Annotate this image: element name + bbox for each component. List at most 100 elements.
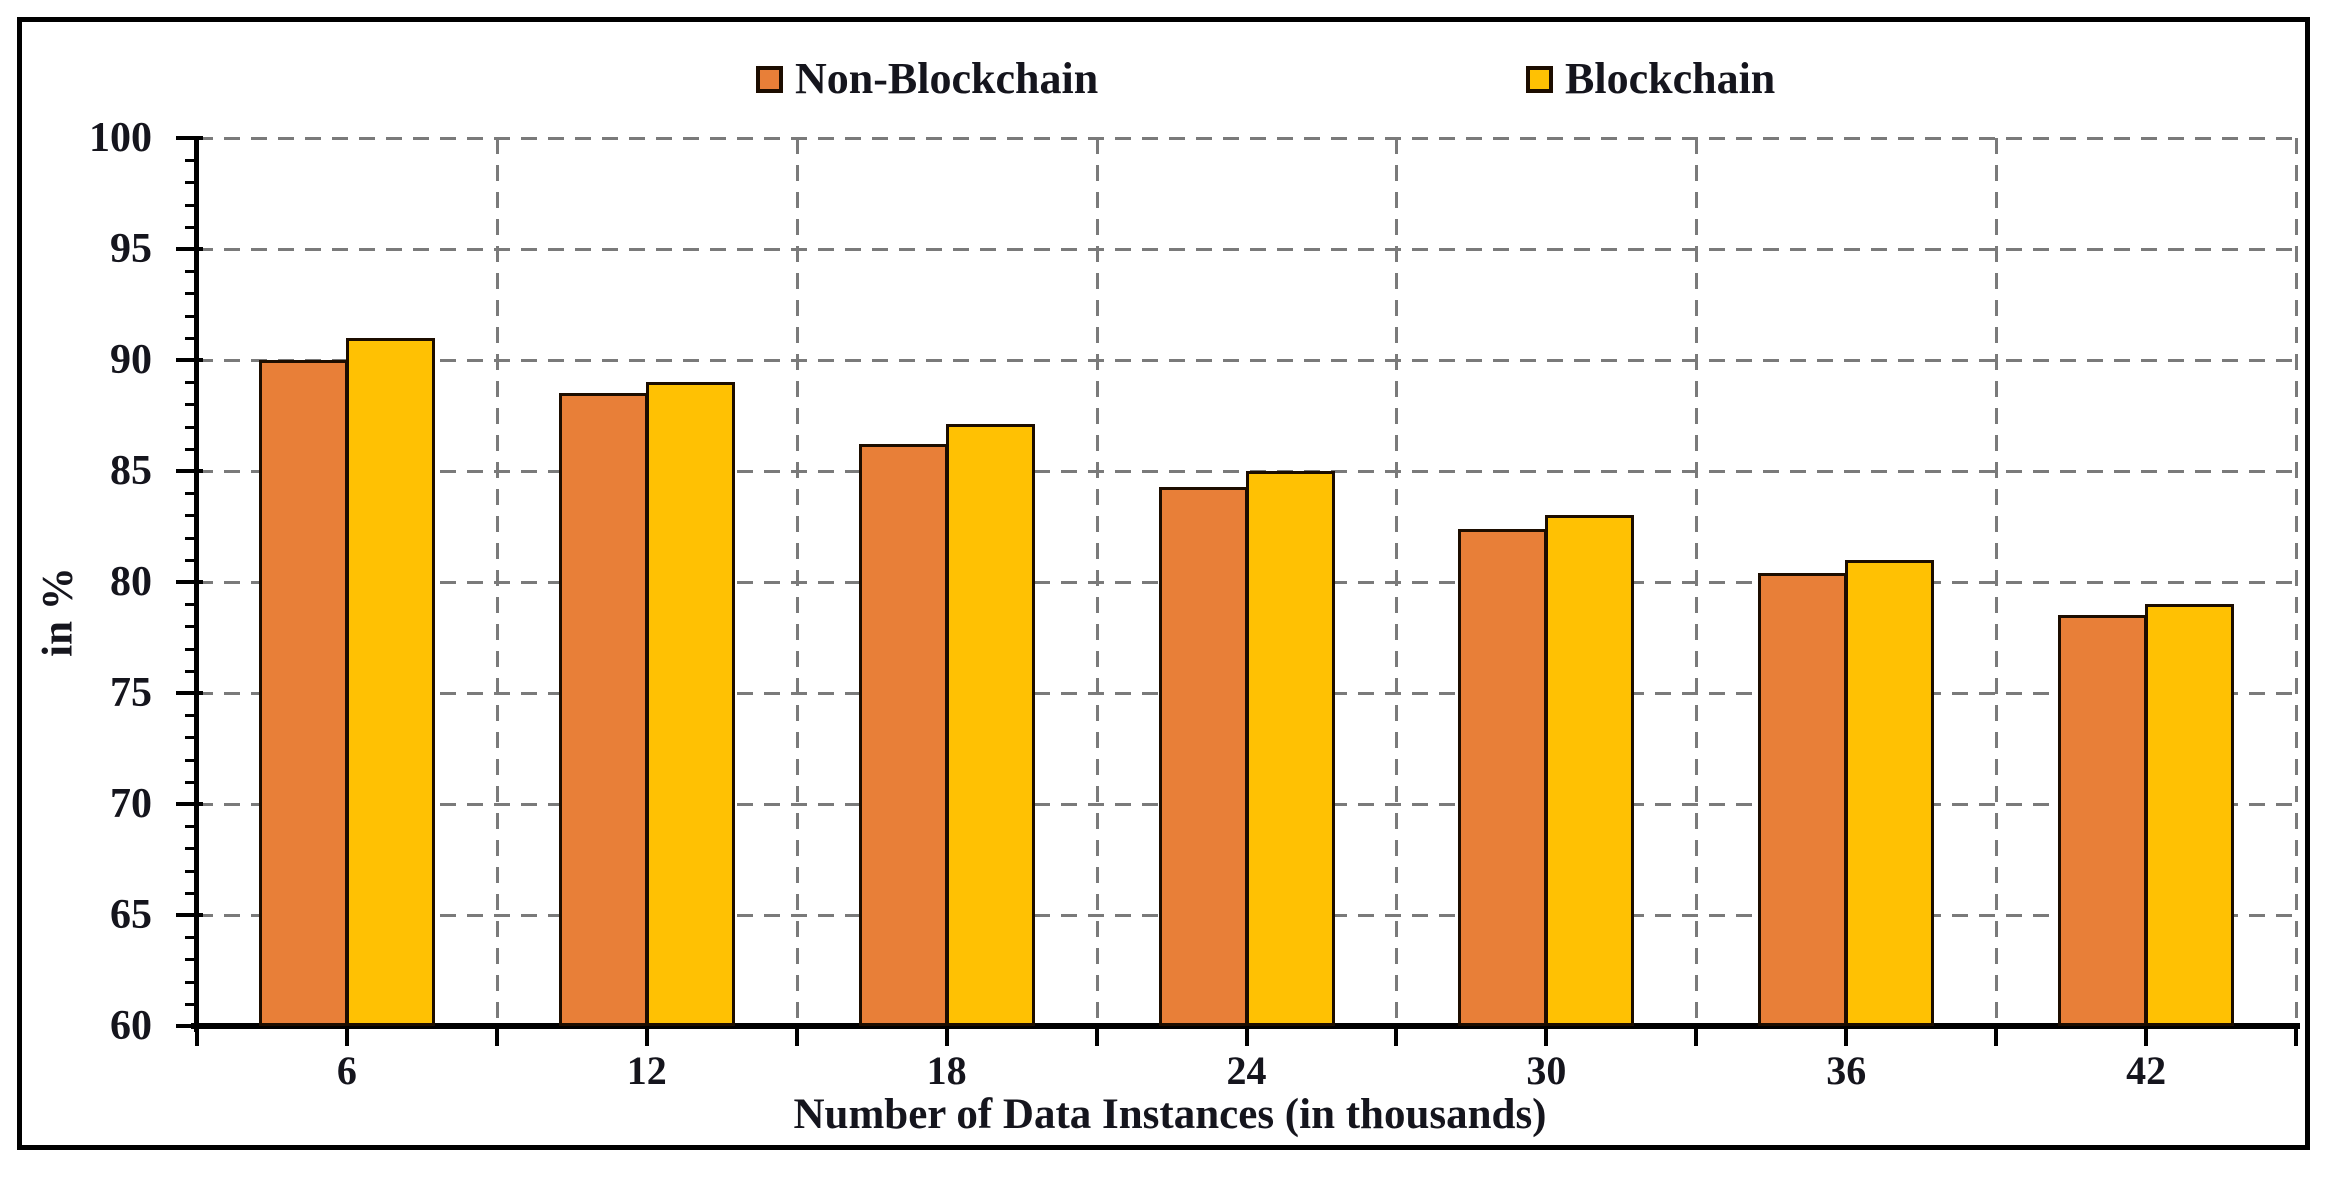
bar-non-blockchain-18	[858, 444, 948, 1026]
gridline-horizontal	[197, 359, 2296, 362]
y-minor-tick	[185, 714, 197, 718]
y-tick-label: 70	[110, 781, 152, 827]
x-tick-label: 24	[1226, 1048, 1267, 1093]
figure-border-frame	[17, 17, 2310, 1150]
x-tick-label: 42	[2126, 1048, 2167, 1093]
y-minor-tick	[185, 181, 197, 185]
x-tick	[1094, 1026, 1099, 1046]
gridline-vertical	[1395, 138, 1399, 1026]
y-tick-label: 65	[110, 892, 152, 938]
legend-item-blockchain: Blockchain	[1526, 56, 1775, 102]
x-tick	[1244, 1026, 1249, 1046]
y-major-tick	[176, 247, 203, 251]
y-minor-tick	[185, 336, 197, 340]
gridline-vertical	[1695, 138, 1699, 1026]
y-minor-tick	[185, 381, 197, 385]
bar-blockchain-30	[1545, 515, 1635, 1026]
x-tick	[2294, 1026, 2298, 1046]
x-tick-label: 12	[626, 1048, 667, 1093]
gridline-vertical	[495, 138, 499, 1026]
gridline-horizontal	[197, 137, 2296, 140]
y-minor-tick	[185, 514, 197, 518]
y-major-tick	[176, 913, 203, 917]
y-minor-tick	[185, 603, 197, 607]
y-major-tick	[176, 580, 203, 584]
y-minor-tick	[185, 669, 197, 673]
gridline-vertical	[1095, 138, 1099, 1026]
x-tick	[1844, 1026, 1849, 1046]
bar-blockchain-36	[1845, 559, 1935, 1026]
y-minor-tick	[185, 847, 197, 851]
bar-non-blockchain-6	[258, 360, 348, 1026]
y-tick-label: 85	[110, 448, 152, 494]
x-tick-label: 30	[1526, 1048, 1567, 1093]
bar-non-blockchain-36	[1758, 573, 1848, 1026]
x-tick	[2144, 1026, 2149, 1046]
y-tick-label: 90	[110, 337, 152, 383]
y-major-tick	[176, 136, 203, 140]
y-minor-tick	[185, 159, 197, 163]
gridline-vertical	[795, 138, 799, 1026]
y-major-tick	[176, 1024, 203, 1028]
bar-blockchain-24	[1245, 471, 1335, 1026]
x-tick	[644, 1026, 649, 1046]
x-tick	[1544, 1026, 1549, 1046]
legend-label-non-blockchain: Non-Blockchain	[795, 54, 1099, 103]
y-minor-tick	[185, 625, 197, 629]
y-minor-tick	[185, 203, 197, 207]
x-tick	[494, 1026, 499, 1046]
y-axis-line	[194, 136, 199, 1032]
x-tick	[944, 1026, 949, 1046]
y-minor-tick	[185, 447, 197, 451]
y-major-tick	[176, 358, 203, 362]
bar-blockchain-18	[945, 424, 1035, 1026]
x-tick	[1394, 1026, 1399, 1046]
x-tick-label: 36	[1826, 1048, 1867, 1093]
y-minor-tick	[185, 936, 197, 940]
bar-blockchain-6	[345, 337, 435, 1026]
x-tick	[794, 1026, 799, 1046]
y-major-tick	[176, 802, 203, 806]
bar-non-blockchain-30	[1458, 528, 1548, 1026]
y-minor-tick	[185, 536, 197, 540]
legend-swatch-blockchain-icon	[1526, 65, 1553, 93]
y-minor-tick	[185, 403, 197, 407]
y-minor-tick	[185, 980, 197, 984]
x-tick	[1694, 1026, 1699, 1046]
bar-blockchain-12	[645, 382, 735, 1026]
y-minor-tick	[185, 225, 197, 229]
gridline-horizontal	[197, 248, 2296, 251]
y-tick-label: 100	[89, 115, 152, 161]
bar-non-blockchain-12	[558, 393, 648, 1026]
gridline-vertical	[1995, 138, 1999, 1026]
y-minor-tick	[185, 736, 197, 740]
y-tick-label: 80	[110, 559, 152, 605]
y-major-tick	[176, 691, 203, 695]
y-major-tick	[176, 469, 203, 473]
gridline-vertical	[2295, 138, 2298, 1026]
x-tick-label: 18	[926, 1048, 967, 1093]
legend-label-blockchain: Blockchain	[1565, 54, 1776, 103]
x-axis-title: Number of Data Instances (in thousands)	[793, 1091, 1547, 1138]
legend-swatch-non-blockchain-icon	[756, 65, 783, 93]
y-minor-tick	[185, 270, 197, 274]
bar-blockchain-42	[2145, 604, 2235, 1026]
y-minor-tick	[185, 1002, 197, 1006]
x-tick	[344, 1026, 349, 1046]
y-minor-tick	[185, 891, 197, 895]
legend-item-non-blockchain: Non-Blockchain	[756, 56, 1098, 102]
bar-non-blockchain-42	[2058, 615, 2148, 1026]
y-minor-tick	[185, 758, 197, 762]
y-tick-label: 95	[110, 226, 152, 272]
y-minor-tick	[185, 958, 197, 962]
x-tick	[195, 1026, 199, 1046]
y-minor-tick	[185, 869, 197, 873]
y-minor-tick	[185, 558, 197, 562]
y-minor-tick	[185, 647, 197, 651]
y-tick-label: 60	[110, 1003, 152, 1049]
y-minor-tick	[185, 780, 197, 784]
x-tick-label: 6	[336, 1048, 357, 1093]
y-minor-tick	[185, 314, 197, 318]
y-minor-tick	[185, 425, 197, 429]
